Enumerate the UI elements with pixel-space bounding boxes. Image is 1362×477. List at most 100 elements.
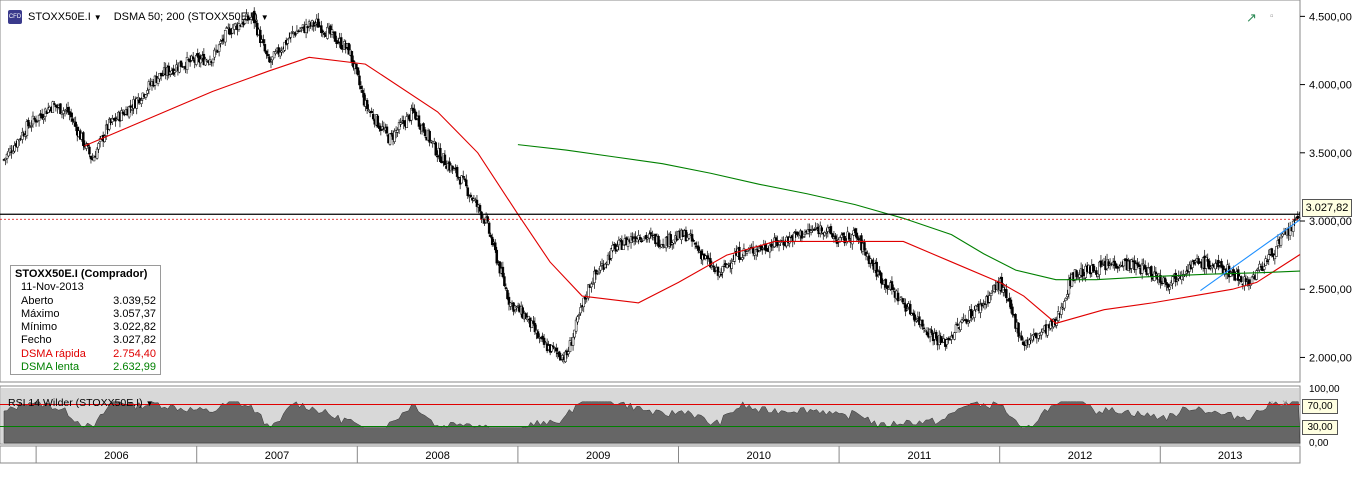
candle-body [498,261,502,274]
candle-body [924,330,927,332]
candle-body [934,331,938,339]
candle-body [866,253,869,257]
candle-body [362,92,366,106]
time-axis [0,445,1301,464]
chevron-down-icon: ▼ [93,12,102,22]
candle-body [89,155,93,160]
candle-body [574,319,578,332]
candle-body [13,145,16,152]
restore-icon[interactable]: ▫ [1270,398,1274,409]
candle-body [1005,289,1008,299]
candle-body [495,249,499,264]
candle-body [283,41,286,51]
candle-body [103,135,106,142]
rsi-overbought-tag: 70,00 [1302,399,1338,414]
candle-body [1281,233,1284,237]
rsi-oversold-tag: 30,00 [1302,420,1338,435]
cfd-icon[interactable]: CFD [8,10,22,24]
restore-icon[interactable]: ▫ [1270,11,1274,22]
candle-body [269,61,273,63]
candle-body [638,236,642,240]
candle-body [1063,301,1066,309]
candle-body [884,279,888,288]
candle-body [742,248,746,256]
candle-body [223,30,227,43]
indicator-selector[interactable]: DSMA 50; 200 (STOXX50E.I) ▼ [114,11,269,23]
candle-body [622,245,625,251]
x-tick-label: 2011 [908,450,932,462]
candle-body [524,313,528,319]
candle-body [487,222,491,234]
candle-body [1270,248,1274,256]
trend-up-icon[interactable]: ↗ [1246,10,1257,25]
candle-body [51,101,55,113]
candle-body [18,139,21,142]
candle-body [530,320,534,328]
candle-body [159,72,163,77]
symbol-selector[interactable]: STOXX50E.I ▼ [28,11,102,23]
candle-body [370,110,373,114]
candle-body [27,119,30,127]
candle-body [1064,298,1068,301]
chevron-down-icon: ▼ [260,12,269,22]
candle-body [457,177,460,179]
candle-body [1220,260,1223,268]
candle-body [1096,273,1100,277]
candle-body [1142,263,1145,266]
candle-body [243,18,247,24]
candle-body [233,23,236,30]
candle-body [860,235,863,251]
candle-body [413,108,416,113]
y-tick-label: 4.000,00 [1309,80,1352,92]
candle-body [350,51,354,62]
candle-body [886,285,889,290]
candle-body [266,54,270,57]
candle-body [1168,286,1171,290]
info-row-slow-ma: DSMA lenta 2.632,99 [15,361,156,374]
candle-body [217,44,221,52]
x-tick-label: 2008 [425,450,449,462]
candle-body [802,236,805,238]
candle-body [396,129,399,133]
candle-body [25,121,29,136]
rsi-indicator-selector[interactable]: RSI 14 Wilder (STOXX50E.I) ▼ [8,397,154,409]
candle-body [263,44,267,52]
candle-body [358,75,361,86]
candle-body [240,23,244,28]
candle-body [272,51,276,59]
candle-body [1296,215,1300,219]
candle-body [812,228,816,231]
candle-body [1040,331,1043,336]
candle-body [259,29,262,44]
candle-body [878,270,881,275]
candle-body [829,226,833,235]
slow-ma-line [517,144,1301,281]
candle-body [432,141,436,144]
candle-body [108,118,111,130]
info-value: 3.022,82 [113,321,156,334]
y-tick-label: 3.000,00 [1309,216,1352,228]
candle-body [716,266,720,276]
candle-body [550,345,553,352]
close-icon[interactable]: × [1282,398,1288,409]
info-label: Fecho [21,334,52,347]
candle-body [1020,335,1023,341]
candle-body [268,56,271,63]
candle-body [1137,264,1141,268]
candle-body [745,251,749,254]
info-label: Mínimo [21,321,58,334]
candle-body [692,240,695,242]
candle-body [95,148,99,159]
candle-body [376,115,380,128]
candle-body [854,228,857,234]
info-title: STOXX50E.I (Comprador) [15,268,148,280]
candle-body [803,232,807,235]
candle-body [262,39,265,44]
info-label: Máximo [21,307,60,320]
candle-body [1075,270,1078,277]
candle-body [321,30,325,33]
candle-body [410,108,413,121]
candle-body [686,237,689,241]
candle-body [1037,333,1040,339]
